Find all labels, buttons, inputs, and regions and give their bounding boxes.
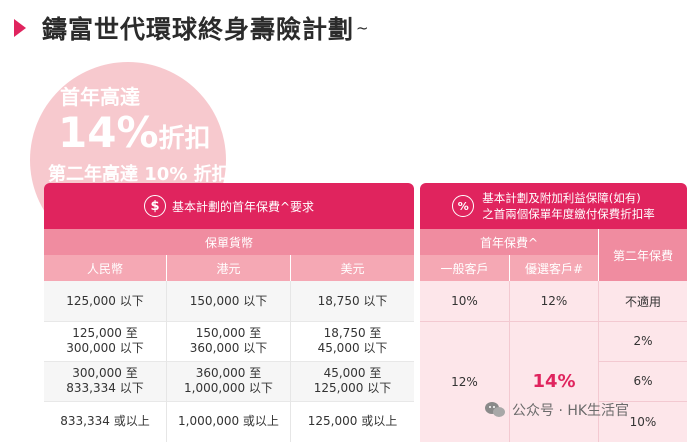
table-cell: 833,334 或以上: [60, 414, 150, 428]
title-mark: ~: [356, 19, 369, 37]
discount-cell: 不適用: [624, 294, 661, 309]
watermark-text: 公众号 · HK生活官: [512, 403, 630, 419]
page-title: 鑄富世代環球終身壽險計劃: [42, 15, 355, 44]
discount-cell: 10%: [451, 294, 478, 308]
currency-group-header: 保單貨幣: [44, 229, 414, 255]
row-divider: [420, 321, 687, 322]
column-divider: [509, 281, 510, 442]
column-header-preferred: 優選客戶#: [510, 255, 598, 281]
table-cell: 18,750 至 45,000 以下: [317, 326, 388, 355]
table-cell: 18,750 以下: [317, 293, 388, 308]
left-table-header-text: 基本計劃的首年保費^要求: [171, 199, 315, 214]
column-divider: [598, 281, 599, 442]
column-header-hkd: 港元: [167, 255, 290, 281]
promo-line-1: 首年高達: [60, 85, 140, 109]
table-cell: 1,000,000 或以上: [178, 414, 279, 428]
promo-line-2: 14%折扣: [48, 110, 238, 162]
table-row-bg: [44, 361, 414, 401]
column-divider: [290, 281, 291, 442]
row-divider: [44, 401, 414, 402]
left-table-header: $ 基本計劃的首年保費^要求: [44, 183, 414, 229]
table-cell: 300,000 至 833,334 以下: [66, 366, 144, 395]
discount-cell-highlight: 14%: [532, 371, 576, 392]
second-year-header: 第二年保費: [599, 229, 687, 281]
discount-cell: 6%: [633, 374, 653, 388]
promo-discount-word: 折扣: [158, 124, 211, 154]
right-header-line-1: 基本計劃及附加利益保障(如有): [482, 191, 641, 205]
table-row-bg: [44, 321, 414, 361]
right-table-header-text: 基本計劃及附加利益保障(如有) 之首兩個保單年度繳付保費折扣率: [482, 190, 655, 222]
percent-icon: %: [452, 195, 475, 217]
row-divider: [599, 361, 687, 362]
table-row-bg: [44, 281, 414, 321]
table-cell: 125,000 或以上: [307, 414, 398, 428]
discount-cell: 12%: [540, 294, 568, 308]
promo-text: 首年高達 14%折扣 第二年高達 10% 折扣: [48, 84, 238, 188]
dollar-icon: $: [143, 195, 166, 217]
first-year-header: 首年保費^: [420, 229, 598, 255]
table-row-bg: [44, 401, 414, 442]
discount-cell: 10%: [629, 414, 657, 429]
row-divider: [599, 401, 687, 402]
premium-requirement-table: $ 基本計劃的首年保費^要求 保單貨幣 人民幣 港元 美元 125,000 以下…: [44, 183, 414, 442]
right-header-line-2: 之首兩個保單年度繳付保費折扣率: [482, 207, 655, 221]
discount-cell: 2%: [633, 334, 653, 348]
row-divider: [44, 361, 414, 362]
right-table-header: % 基本計劃及附加利益保障(如有) 之首兩個保單年度繳付保費折扣率: [420, 183, 687, 229]
title-bar: 鑄富世代環球終身壽險計劃 ~: [14, 8, 369, 48]
table-cell: 150,000 至 360,000 以下: [189, 326, 268, 355]
table-cell: 125,000 以下: [66, 293, 144, 308]
watermark: 公众号 · HK生活官: [484, 398, 629, 422]
column-divider: [166, 281, 167, 442]
table-cell: 125,000 至 300,000 以下: [66, 326, 144, 355]
promo-line-3: 第二年高達 10% 折扣: [48, 164, 230, 185]
discount-rate-table: % 基本計劃及附加利益保障(如有) 之首兩個保單年度繳付保費折扣率 首年保費^ …: [420, 183, 687, 442]
row-divider: [44, 321, 414, 322]
title-arrow-icon: [14, 19, 26, 37]
promo-percent: 14%: [58, 108, 159, 157]
column-header-usd: 美元: [291, 255, 414, 281]
column-header-rmb: 人民幣: [44, 255, 166, 281]
table-cell: 360,000 至 1,000,000 以下: [184, 366, 273, 395]
discount-cell: 12%: [451, 374, 478, 389]
table-cell: 45,000 至 125,000 以下: [313, 366, 392, 395]
wechat-icon: [485, 402, 505, 417]
table-cell: 150,000 以下: [189, 293, 268, 308]
column-header-general: 一般客戶: [420, 255, 509, 281]
